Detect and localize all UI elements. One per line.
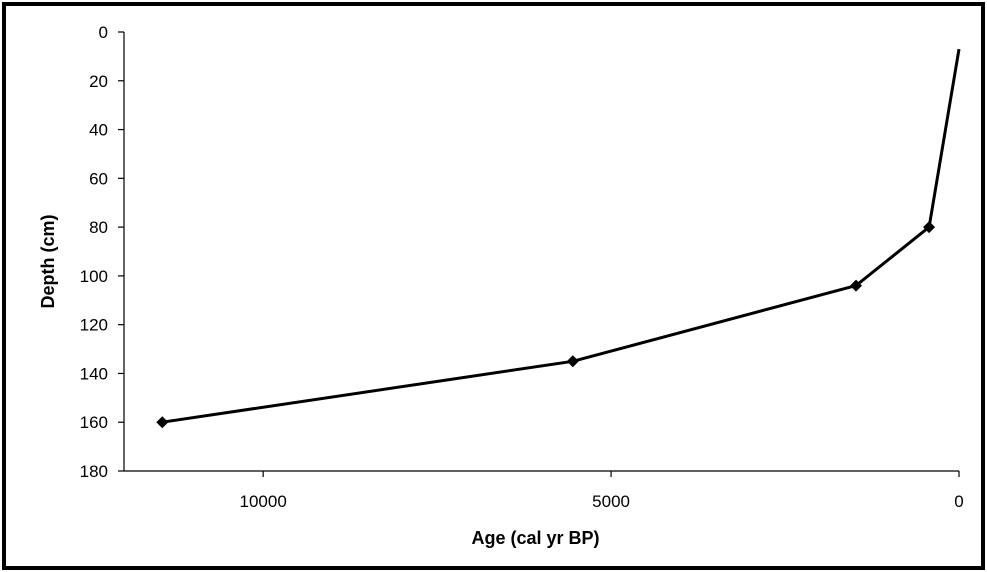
data-point-marker [156, 416, 169, 429]
plot-area: 0 20 40 60 80 100 120 140 160 180 10000 5000 0 Age (c… [38, 23, 964, 548]
y-tick-label: 40 [89, 121, 108, 140]
y-tick-label: 180 [80, 462, 108, 481]
x-tick-label: 10000 [240, 492, 287, 511]
y-tick-label: 100 [80, 267, 108, 286]
x-tick-label: 0 [954, 492, 963, 511]
y-tick-label: 120 [80, 316, 108, 335]
y-axis-title: Depth (cm) [38, 214, 58, 308]
data-point-marker [850, 279, 863, 292]
data-point-marker [923, 221, 936, 234]
y-tick-label: 80 [89, 218, 108, 237]
data-point-marker [566, 355, 579, 368]
y-tick-label: 160 [80, 413, 108, 432]
y-tick-label: 60 [89, 169, 108, 188]
y-tick-label: 0 [99, 23, 108, 42]
x-tick-label: 5000 [592, 492, 630, 511]
y-tick-label: 140 [80, 364, 108, 383]
y-tick-label: 20 [89, 72, 108, 91]
x-axis-title: Age (cal yr BP) [471, 528, 599, 548]
